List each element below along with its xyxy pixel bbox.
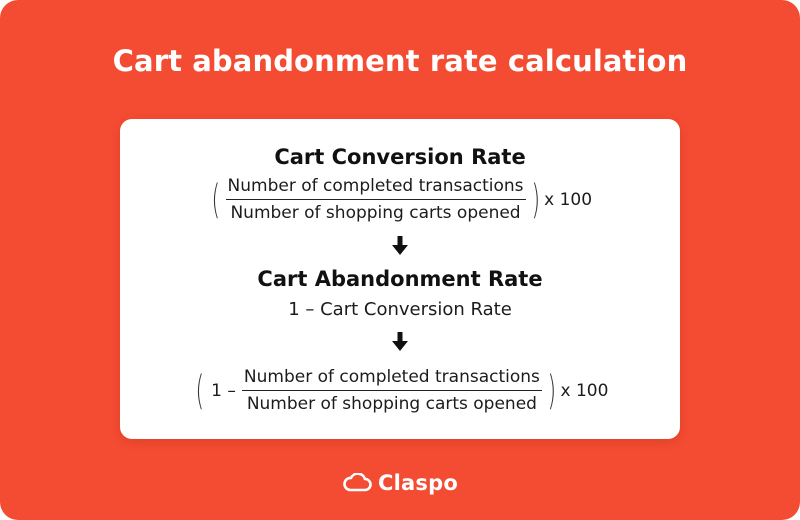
page-title: Cart abandonment rate calculation bbox=[112, 44, 688, 78]
expanded-denominator: Number of shopping carts opened bbox=[246, 394, 537, 414]
right-paren: ) bbox=[531, 177, 540, 223]
conversion-multiplier: x 100 bbox=[544, 190, 593, 210]
brand-name: Claspo bbox=[378, 471, 458, 495]
conversion-denominator: Number of shopping carts opened bbox=[230, 203, 521, 223]
expanded-formula: ( 1 – Number of completed transactions N… bbox=[120, 367, 680, 415]
brand-logo: Claspo bbox=[0, 471, 800, 495]
abandonment-heading: Cart Abandonment Rate bbox=[257, 267, 543, 291]
arrow-down-icon bbox=[392, 332, 408, 351]
conversion-fraction: Number of completed transactions Number … bbox=[225, 176, 526, 224]
arrow-down-icon bbox=[392, 236, 408, 255]
left-paren: ( bbox=[211, 177, 221, 223]
left-paren: ( bbox=[195, 368, 204, 414]
conversion-heading: Cart Conversion Rate bbox=[274, 145, 526, 169]
expanded-numerator: Number of completed transactions bbox=[241, 367, 542, 391]
formula-card: Cart Conversion Rate ( Number of complet… bbox=[120, 119, 680, 439]
expanded-fraction: Number of completed transactions Number … bbox=[241, 367, 542, 415]
cloud-logo-icon bbox=[343, 473, 372, 492]
right-paren: ) bbox=[547, 368, 556, 414]
expanded-multiplier: x 100 bbox=[560, 381, 609, 401]
expanded-prefix: 1 – bbox=[211, 381, 236, 401]
abandonment-subtitle: 1 – Cart Conversion Rate bbox=[288, 299, 512, 320]
conversion-formula: ( Number of completed transactions Numbe… bbox=[120, 176, 680, 224]
conversion-numerator: Number of completed transactions bbox=[225, 176, 526, 200]
